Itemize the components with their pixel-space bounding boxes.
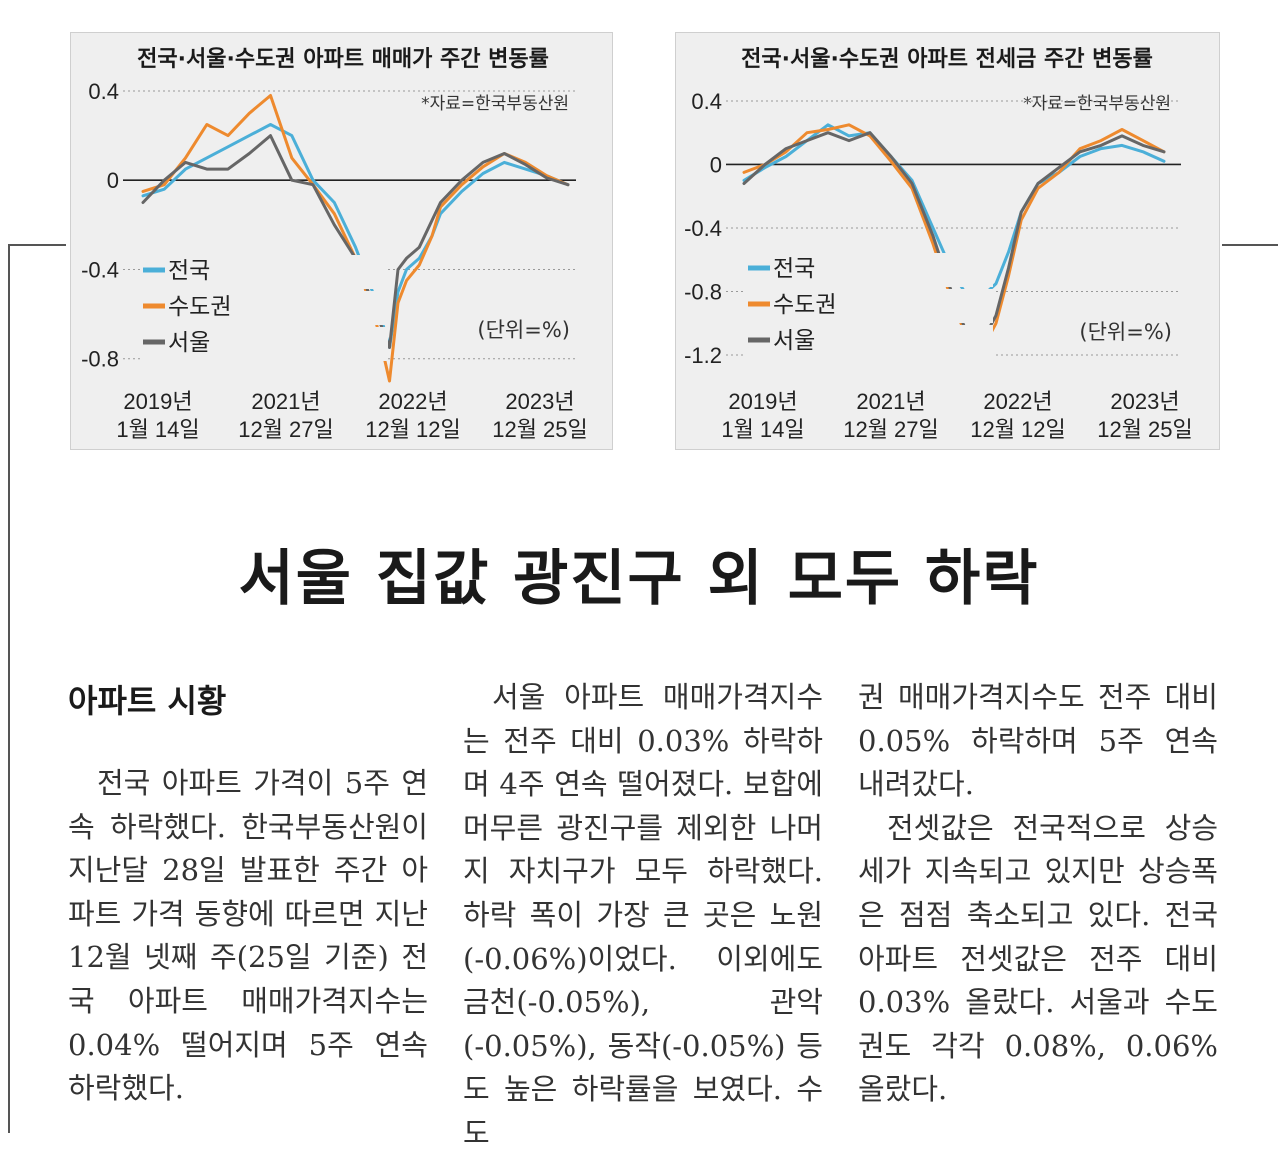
- legend-label: 수도권: [168, 294, 231, 320]
- sale-price-chart-svg: 전국·서울·수도권 아파트 매매가 주간 변동률 *자료=한국부동산원 (단위=…: [81, 47, 588, 442]
- legend-label: 전국: [168, 258, 210, 284]
- legend-backdrop: [140, 327, 388, 361]
- legend-label: 전국: [773, 256, 815, 282]
- paragraph: 전셋값은 전국적으로 상승세가 지속되고 있지만 상승폭은 점점 축소되고 있다…: [858, 810, 1218, 1107]
- x-tick-label-year: 2023년: [505, 389, 574, 414]
- x-tick-label-date: 1월 14일: [116, 417, 199, 442]
- x-tick-label-year: 2019년: [123, 389, 192, 414]
- x-tick-label-date: 1월 14일: [721, 417, 804, 442]
- x-tick-label-year: 2019년: [728, 389, 797, 414]
- x-tick-label-year: 2021년: [856, 389, 925, 414]
- left-border-rule: [8, 244, 10, 1133]
- subhead: 아파트 시황: [68, 682, 227, 720]
- y-tick-label: 0.4: [88, 79, 119, 104]
- article-column-2: 서울 아파트 매매가격지수는 전주 대비 0.03% 하락하며 4주 연속 떨어…: [463, 676, 823, 1156]
- legend-backdrop: [745, 325, 993, 359]
- x-tick-label-date: 12월 27일: [843, 417, 939, 442]
- y-tick-label: -1.2: [684, 343, 722, 368]
- chart-unit: (단위=%): [477, 318, 570, 342]
- legend-backdrop: [745, 289, 993, 323]
- paragraph: 권 매매가격지수도 전주 대비 0.05% 하락하며 5주 연속 내려갔다.: [858, 680, 1218, 802]
- paragraph: 서울 아파트 매매가격지수는 전주 대비 0.03% 하락하며 4주 연속 떨어…: [463, 680, 823, 1150]
- jeonse-price-chart: 전국·서울·수도권 아파트 전세금 주간 변동률 *자료=한국부동산원 (단위=…: [675, 32, 1220, 450]
- top-left-rule: [8, 244, 66, 246]
- chart-unit: (단위=%): [1079, 320, 1172, 344]
- x-tick-label-year: 2021년: [251, 389, 320, 414]
- chart-source: *자료=한국부동산원: [421, 94, 569, 114]
- legend-label: 서울: [168, 330, 210, 356]
- y-tick-label: 0: [710, 152, 722, 177]
- legend-label: 서울: [773, 328, 815, 354]
- x-tick-label-date: 12월 25일: [1097, 417, 1193, 442]
- x-tick-label-date: 12월 12일: [970, 417, 1066, 442]
- legend-label: 수도권: [773, 292, 836, 318]
- top-right-rule: [1222, 244, 1278, 246]
- legend-backdrop: [140, 291, 388, 325]
- chart-title: 전국·서울·수도권 아파트 전세금 주간 변동률: [741, 47, 1153, 72]
- x-tick-label-date: 12월 27일: [238, 417, 334, 442]
- jeonse-price-chart-svg: 전국·서울·수도권 아파트 전세금 주간 변동률 *자료=한국부동산원 (단위=…: [684, 47, 1193, 442]
- legend-backdrop: [745, 253, 993, 287]
- paragraph: 전국 아파트 가격이 5주 연속 하락했다. 한국부동산원이 지난달 28일 발…: [68, 766, 428, 1106]
- sale-price-chart: 전국·서울·수도권 아파트 매매가 주간 변동률 *자료=한국부동산원 (단위=…: [70, 32, 613, 450]
- y-tick-label: -0.4: [81, 257, 119, 282]
- x-tick-label-year: 2023년: [1110, 389, 1179, 414]
- series-line-전국: [141, 123, 570, 349]
- x-tick-label-date: 12월 25일: [492, 417, 588, 442]
- y-tick-label: -0.8: [684, 280, 722, 305]
- article-column-1: 아파트 시황 전국 아파트 가격이 5주 연속 하락했다. 한국부동산원이 지난…: [68, 676, 428, 1111]
- y-tick-label: 0.4: [691, 89, 722, 114]
- chart-source: *자료=한국부동산원: [1023, 94, 1171, 114]
- headline: 서울 집값 광진구 외 모두 하락: [238, 544, 1040, 614]
- x-tick-label-year: 2022년: [983, 389, 1052, 414]
- article-column-3: 권 매매가격지수도 전주 대비 0.05% 하락하며 5주 연속 내려갔다. 전…: [858, 676, 1218, 1112]
- y-tick-label: -0.8: [81, 347, 119, 372]
- chart-title: 전국·서울·수도권 아파트 매매가 주간 변동률: [137, 47, 549, 72]
- x-tick-label-year: 2022년: [378, 389, 447, 414]
- legend-backdrop: [140, 255, 388, 289]
- x-tick-label-date: 12월 12일: [365, 417, 461, 442]
- y-tick-label: 0: [107, 168, 119, 193]
- y-tick-label: -0.4: [684, 216, 722, 241]
